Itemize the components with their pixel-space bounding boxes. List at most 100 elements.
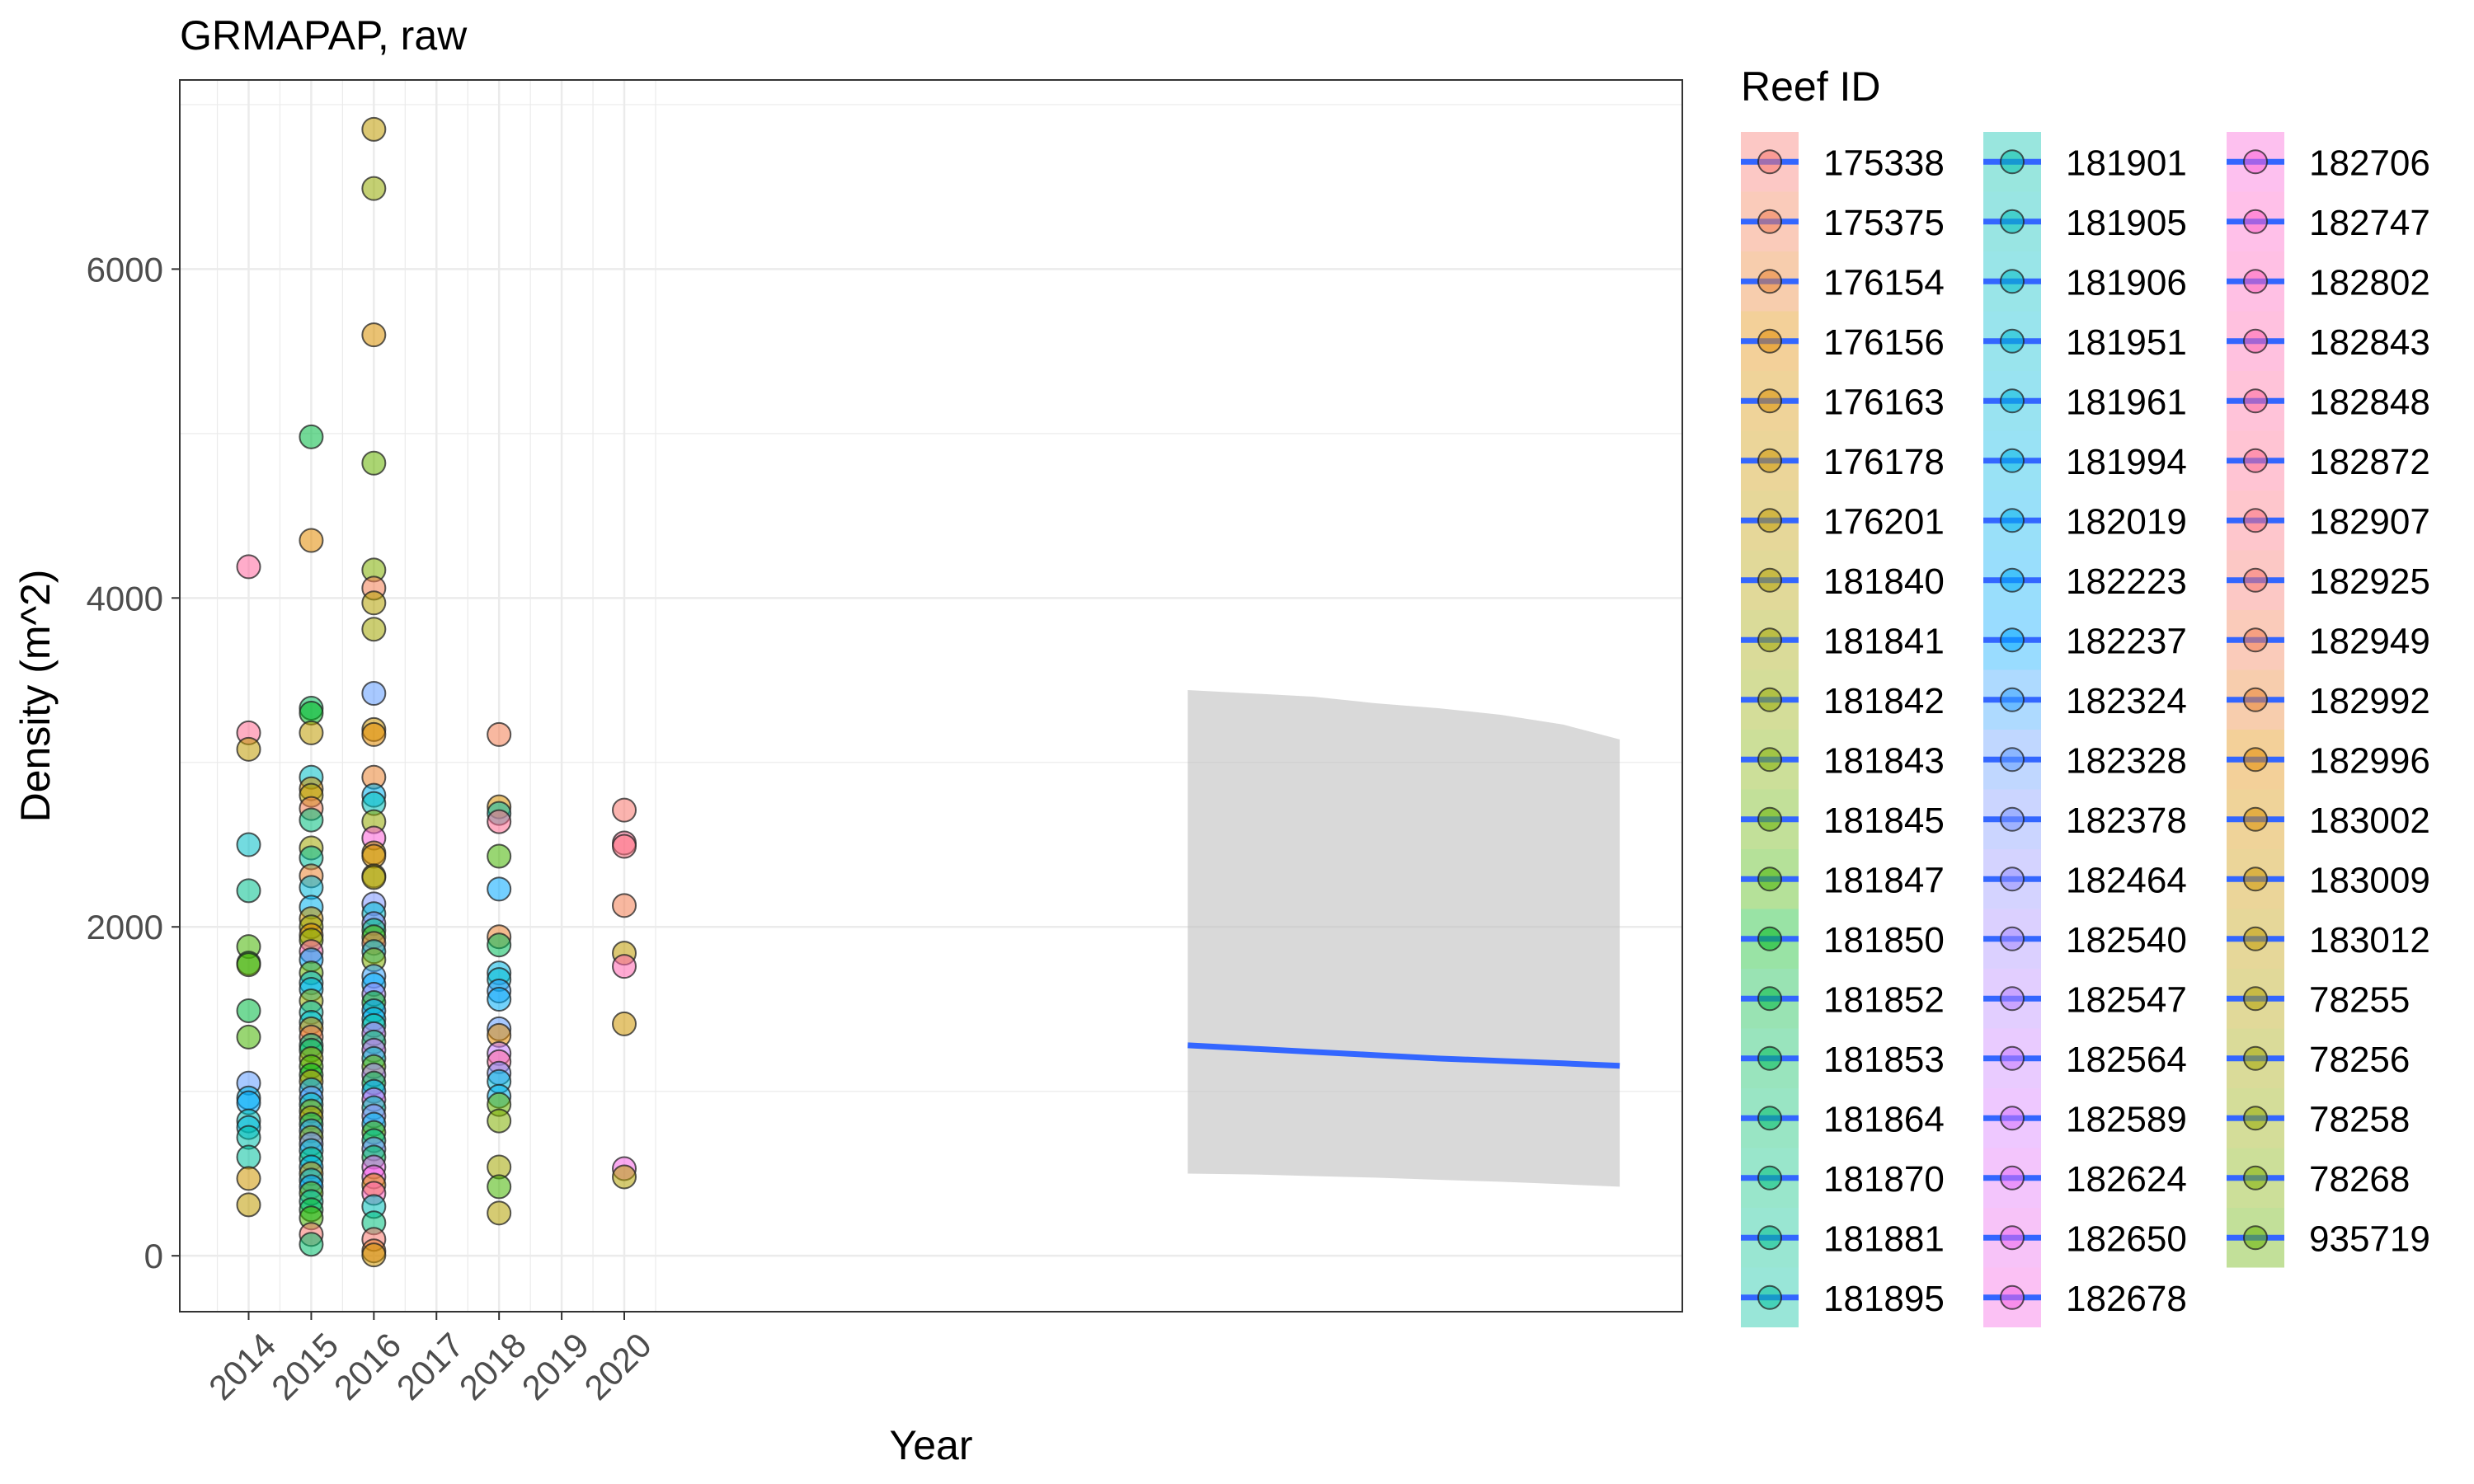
legend-label: 183002	[2309, 801, 2430, 841]
legend-key-point	[2243, 747, 2268, 773]
data-point	[487, 809, 512, 834]
legend-label: 182843	[2309, 322, 2430, 363]
data-point	[487, 1200, 512, 1226]
y-axis-ticks: 0 2000 4000 6000	[87, 250, 180, 1275]
legend-key-point	[2243, 866, 2268, 892]
legend-key-point	[1757, 1284, 1782, 1310]
legend-label: 182949	[2309, 621, 2430, 661]
legend-key-point	[1757, 1045, 1782, 1071]
legend-label: 181840	[1823, 561, 1945, 602]
legend-key-point	[1757, 1106, 1782, 1131]
legend-key-point	[1757, 1225, 1782, 1251]
legend-key-point	[2000, 448, 2025, 473]
legend-label: 182328	[2066, 740, 2187, 781]
legend-label: 182540	[2066, 920, 2187, 960]
legend-key-point	[2000, 388, 2025, 414]
legend-label: 181906	[2066, 262, 2187, 303]
legend-label: 182564	[2066, 1040, 2187, 1080]
legend-key-point	[2243, 1045, 2268, 1071]
legend-label: 176156	[1823, 322, 1945, 363]
legend-label: 182872	[2309, 442, 2430, 482]
data-point	[236, 1192, 261, 1218]
legend-key-point	[2243, 149, 2268, 175]
legend-label: 183009	[2309, 860, 2430, 900]
legend-key-point	[1757, 866, 1782, 892]
y-tick-label: 6000	[87, 250, 163, 289]
data-point	[361, 721, 387, 747]
legend-label: 182237	[2066, 621, 2187, 661]
legend-key-point	[2000, 328, 2025, 354]
y-tick-label: 0	[144, 1237, 163, 1275]
data-point	[487, 1108, 512, 1134]
confidence-band-area	[1188, 690, 1620, 1187]
legend-label: 182678	[2066, 1279, 2187, 1319]
data-point	[487, 721, 512, 747]
points	[236, 116, 637, 1268]
data-point	[299, 1232, 324, 1257]
legend-key-point	[2243, 448, 2268, 473]
legend-label: 181843	[1823, 740, 1945, 781]
legend-label: 181895	[1823, 1279, 1945, 1319]
legend-key-point	[1757, 388, 1782, 414]
trend-line	[1188, 1042, 1620, 1069]
data-point	[299, 720, 324, 745]
legend-label: 181901	[2066, 143, 2187, 183]
legend-label: 182907	[2309, 501, 2430, 542]
legend-label: 182223	[2066, 561, 2187, 602]
legend-key-point	[2000, 687, 2025, 712]
legend-key-point	[2243, 1165, 2268, 1190]
legend-label: 181994	[2066, 442, 2187, 482]
legend-label: 182650	[2066, 1219, 2187, 1259]
legend-label: 182747	[2309, 203, 2430, 243]
legend-key-point	[2243, 806, 2268, 832]
legend-key-point	[1757, 1165, 1782, 1190]
legend-key-point	[1757, 269, 1782, 294]
data-point	[487, 876, 512, 902]
legend-label: 181870	[1823, 1159, 1945, 1200]
data-point	[361, 450, 387, 476]
legend-label: 182589	[2066, 1099, 2187, 1139]
data-point	[236, 1024, 261, 1050]
legend-key-point	[2243, 627, 2268, 653]
legend-key-point	[2000, 1045, 2025, 1071]
legend-label: 182624	[2066, 1159, 2187, 1200]
legend-label: 181850	[1823, 920, 1945, 960]
legend-key-point	[1757, 806, 1782, 832]
legend: Reef ID 175338 175375 176154 176156 176163 17…	[1741, 63, 2430, 1327]
legend-key-point	[2243, 388, 2268, 414]
legend-key-point	[2000, 1225, 2025, 1251]
data-point	[236, 832, 261, 857]
legend-key-point	[2000, 1106, 2025, 1131]
data-point	[236, 998, 261, 1023]
data-point	[612, 834, 637, 859]
legend-key-point	[2243, 1106, 2268, 1131]
y-axis-label: Density (m^2)	[12, 570, 59, 823]
legend-key-point	[2243, 508, 2268, 533]
legend-key-point	[2243, 926, 2268, 951]
legend-label: 181852	[1823, 979, 1945, 1020]
y-tick-label: 2000	[87, 908, 163, 946]
data-point	[361, 681, 387, 707]
data-point	[299, 807, 324, 833]
data-point	[487, 932, 512, 958]
legend-label: 181853	[1823, 1040, 1945, 1080]
legend-key-point	[2243, 209, 2268, 234]
y-tick-label: 4000	[87, 579, 163, 618]
data-point	[361, 322, 387, 348]
legend-key-point	[1757, 567, 1782, 593]
data-point	[236, 736, 261, 762]
legend-label: 78258	[2309, 1099, 2410, 1139]
legend-key-point	[1757, 448, 1782, 473]
legend-label: 175375	[1823, 203, 1945, 243]
data-point	[361, 1242, 387, 1268]
legend-label: 78256	[2309, 1040, 2410, 1080]
legend-key-point	[2000, 269, 2025, 294]
data-point	[236, 554, 261, 580]
legend-label: 181905	[2066, 203, 2187, 243]
legend-label: 181881	[1823, 1219, 1945, 1259]
legend-label: 78268	[2309, 1159, 2410, 1200]
data-point	[487, 843, 512, 869]
legend-key-point	[2000, 747, 2025, 773]
legend-key-point	[1757, 627, 1782, 653]
